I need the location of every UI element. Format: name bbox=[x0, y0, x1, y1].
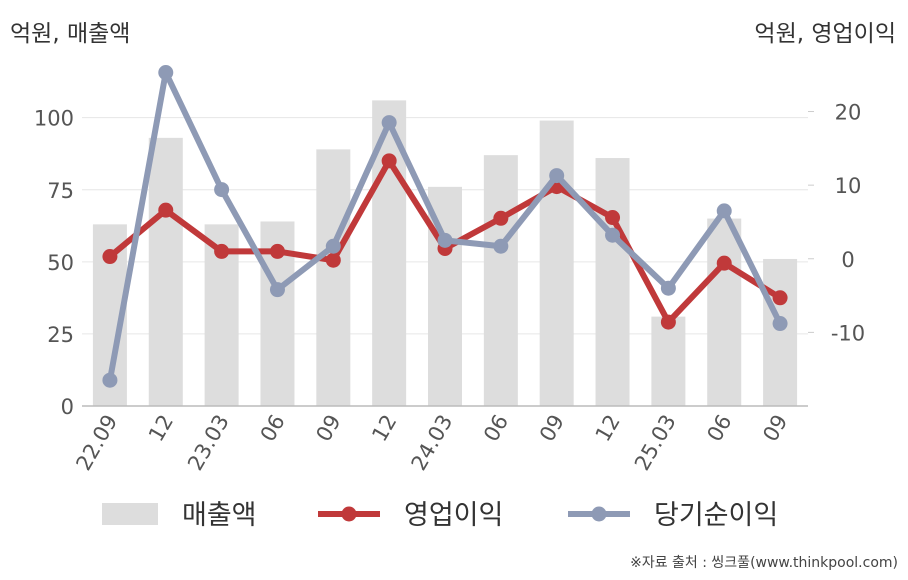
legend-label: 매출액 bbox=[182, 500, 257, 531]
data-point bbox=[549, 168, 565, 184]
legend-label: 영업이익 bbox=[404, 500, 503, 531]
right-axis-unit-label: 억원, 영업이익 bbox=[754, 21, 896, 47]
data-point bbox=[158, 202, 174, 218]
right-tick-label: 10 bbox=[835, 174, 862, 198]
data-point bbox=[269, 282, 285, 298]
data-point bbox=[660, 314, 676, 330]
right-tick-label: 0 bbox=[841, 248, 854, 272]
bar bbox=[316, 149, 351, 406]
left-axis-unit-label: 억원, 매출액 bbox=[10, 21, 131, 47]
bar bbox=[595, 158, 630, 406]
x-tick-label: 12 bbox=[591, 411, 625, 446]
bar bbox=[651, 316, 686, 406]
source-note: ※자료 출처 : 씽크풀(www.thinkpool.com) bbox=[630, 555, 898, 571]
data-point bbox=[214, 182, 230, 198]
x-tick-label: 23.03 bbox=[183, 411, 234, 475]
legend-label: 당기순이익 bbox=[654, 500, 778, 531]
data-point bbox=[493, 238, 509, 254]
data-point bbox=[772, 316, 788, 332]
data-point bbox=[269, 243, 285, 259]
data-point bbox=[381, 115, 397, 131]
right-tick-label: -10 bbox=[831, 321, 865, 345]
x-tick-label: 22.09 bbox=[71, 411, 122, 475]
data-point bbox=[660, 280, 676, 296]
legend-swatch bbox=[102, 503, 158, 525]
bar bbox=[707, 218, 742, 406]
x-tick-label: 09 bbox=[311, 411, 345, 446]
legend: 매출액 영업이익 당기순이익 bbox=[102, 500, 778, 531]
left-tick-label: 25 bbox=[47, 323, 74, 347]
data-point bbox=[605, 227, 621, 243]
bar bbox=[483, 155, 518, 406]
data-point bbox=[605, 210, 621, 226]
bar bbox=[148, 137, 183, 406]
x-tick-label: 09 bbox=[758, 411, 792, 446]
left-tick-label: 75 bbox=[47, 179, 74, 203]
data-point bbox=[716, 203, 732, 219]
x-tick-label: 09 bbox=[535, 411, 569, 446]
right-tick-label: 20 bbox=[835, 101, 862, 125]
data-point bbox=[102, 372, 118, 388]
x-tick-label: 06 bbox=[702, 411, 736, 446]
x-tick-label: 25.03 bbox=[630, 411, 681, 475]
line-series bbox=[102, 65, 788, 388]
legend-marker bbox=[591, 506, 607, 522]
x-tick-label: 12 bbox=[367, 411, 401, 446]
data-point bbox=[437, 232, 453, 248]
left-tick-label: 50 bbox=[47, 251, 74, 275]
data-point bbox=[158, 65, 174, 81]
legend-marker bbox=[341, 506, 357, 522]
left-tick-label: 100 bbox=[34, 107, 74, 131]
x-tick-label: 12 bbox=[144, 411, 178, 446]
bar bbox=[539, 120, 574, 407]
data-point bbox=[772, 290, 788, 306]
x-tick-label: 06 bbox=[479, 411, 513, 446]
data-point bbox=[716, 255, 732, 271]
data-point bbox=[325, 238, 341, 254]
x-tick-label: 06 bbox=[256, 411, 290, 446]
left-tick-label: 0 bbox=[61, 395, 74, 419]
data-point bbox=[102, 249, 118, 265]
bar bbox=[763, 258, 798, 406]
data-point bbox=[214, 243, 230, 259]
data-point bbox=[381, 153, 397, 169]
data-point bbox=[493, 210, 509, 226]
data-point bbox=[325, 252, 341, 268]
x-tick-label: 24.03 bbox=[406, 411, 457, 475]
